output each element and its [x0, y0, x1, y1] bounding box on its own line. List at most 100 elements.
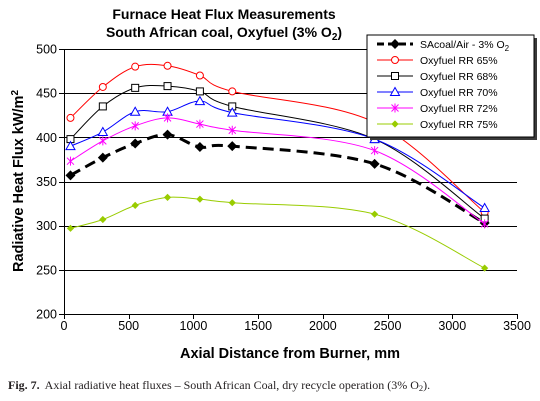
data-point-oxyfuel-rr-68-5 — [195, 87, 204, 96]
data-point-oxyfuel-rr-70-1 — [65, 140, 76, 151]
x-tick-label: 1500 — [244, 319, 272, 333]
data-point-oxyfuel-rr-75-7 — [371, 210, 379, 218]
data-point-oxyfuel-rr-65-1 — [66, 113, 75, 122]
y-tick-label: 350 — [36, 175, 57, 189]
legend-item-oxyfuel-rr-70: Oxyfuel RR 70% — [377, 86, 498, 99]
caption-subscript: 2 — [418, 383, 424, 393]
legend-marker-oxyfuel-rr-65 — [391, 56, 399, 64]
series-oxyfuel-rr-75 — [66, 193, 489, 272]
legend-marker-oxyfuel-rr-70 — [389, 86, 401, 96]
data-point-oxyfuel-rr-70-5 — [194, 95, 206, 106]
data-point-sacoal-air-3-o-6 — [227, 141, 238, 152]
x-axis-tick-labels: 0 500 1000 1500 2000 2500 3000 3500 — [61, 319, 531, 333]
legend-item-oxyfuel-rr-65: Oxyfuel RR 65% — [377, 55, 498, 67]
chart-subtitle: South African coal, Oxyfuel (3% O2) — [106, 24, 342, 43]
x-tick-label: 2500 — [374, 319, 402, 333]
chart-subtitle-text: South African coal, Oxyfuel (3% O — [106, 24, 332, 40]
data-point-oxyfuel-rr-75-1 — [66, 224, 75, 232]
x-axis-label: Axial Distance from Burner, mm — [180, 346, 400, 362]
data-point-oxyfuel-rr-70-3 — [129, 106, 141, 116]
data-point-oxyfuel-rr-68-3 — [131, 83, 140, 92]
y-tick-label: 200 — [36, 308, 57, 322]
y-axis-label-superscript: 2 — [10, 90, 21, 96]
chart-subtitle-subscript: 2 — [332, 32, 338, 43]
series-line-sacoal-air-3-o — [69, 133, 486, 225]
data-point-oxyfuel-rr-72-3 — [131, 121, 140, 131]
chart-title: Furnace Heat Flux Measurements — [112, 6, 336, 22]
y-tick-label: 300 — [36, 219, 57, 233]
data-point-oxyfuel-rr-65-2 — [98, 82, 107, 91]
data-point-oxyfuel-rr-70-8 — [479, 202, 490, 212]
legend-item-oxyfuel-rr-75: Oxyfuel RR 75% — [377, 119, 498, 131]
x-tick-label: 0 — [61, 319, 68, 333]
legend-label-oxyfuel-rr-65: Oxyfuel RR 65% — [420, 55, 498, 67]
caption-text: Axial radiative heat fluxes – South Afri… — [44, 378, 419, 392]
data-point-oxyfuel-rr-65-5 — [195, 71, 204, 80]
x-tick-label: 1000 — [180, 319, 208, 333]
legend-marker-oxyfuel-rr-68 — [391, 72, 399, 80]
legend-label-text: SAcoal/Air - 3% O — [420, 39, 505, 51]
legend-marker-sacoal-air-3-o — [390, 39, 400, 49]
data-point-oxyfuel-rr-72-8 — [480, 219, 489, 229]
series-sacoal-air-3-o — [65, 129, 490, 229]
legend-marker-oxyfuel-rr-75 — [391, 120, 399, 128]
y-tick-label: 500 — [36, 43, 57, 57]
legend-label-text: Oxyfuel RR 70% — [420, 87, 498, 99]
data-point-oxyfuel-rr-68-2 — [98, 102, 107, 111]
data-point-oxyfuel-rr-68-4 — [163, 82, 172, 91]
x-tick-label: 500 — [118, 319, 139, 333]
legend-item-oxyfuel-rr-68: Oxyfuel RR 68% — [377, 71, 498, 83]
legend-label-sacoal-air-3-o: SAcoal/Air - 3% O2 — [420, 39, 510, 53]
data-point-oxyfuel-rr-75-8 — [481, 264, 489, 272]
legend-label-text: Oxyfuel RR 68% — [420, 71, 498, 83]
legend: SAcoal/Air - 3% O2 Oxyfuel RR 65% Oxyfuel … — [366, 34, 537, 140]
y-tick-label: 250 — [36, 263, 57, 277]
legend-marker-oxyfuel-rr-72 — [391, 103, 399, 113]
legend-item-sacoal-air-3-o: SAcoal/Air - 3% O2 — [377, 39, 510, 53]
axes — [59, 49, 518, 319]
legend-label-oxyfuel-rr-70: Oxyfuel RR 70% — [420, 87, 498, 99]
data-point-oxyfuel-rr-65-6 — [228, 87, 237, 96]
legend-item-oxyfuel-rr-72: Oxyfuel RR 72% — [377, 103, 498, 115]
x-tick-label: 3000 — [438, 319, 466, 333]
data-point-sacoal-air-3-o-7 — [369, 158, 380, 169]
data-point-oxyfuel-rr-72-7 — [370, 146, 379, 156]
y-tick-label: 400 — [36, 131, 57, 145]
data-point-oxyfuel-rr-75-4 — [163, 193, 172, 201]
data-point-sacoal-air-3-o-2 — [97, 152, 108, 163]
legend-label-subscript: 2 — [505, 44, 510, 53]
legend-label-oxyfuel-rr-72: Oxyfuel RR 72% — [420, 103, 498, 115]
series-oxyfuel-rr-72 — [66, 113, 489, 229]
legend-label-text: Oxyfuel RR 75% — [420, 119, 498, 131]
data-point-oxyfuel-rr-65-4 — [163, 61, 172, 70]
y-axis-tick-labels: 200 250 300 350 400 450 500 — [36, 43, 57, 322]
figure-label: Fig. 7. — [8, 378, 40, 392]
legend-label-oxyfuel-rr-75: Oxyfuel RR 75% — [420, 119, 498, 131]
caption-end: ). — [423, 378, 431, 392]
data-point-oxyfuel-rr-72-1 — [66, 156, 75, 166]
legend-box — [366, 34, 535, 138]
series-line-oxyfuel-rr-75 — [70, 196, 485, 269]
data-point-oxyfuel-rr-65-3 — [131, 62, 140, 71]
data-point-sacoal-air-3-o-1 — [65, 170, 76, 181]
data-point-sacoal-air-3-o-3 — [130, 138, 141, 149]
x-tick-label: 2000 — [309, 319, 337, 333]
y-axis-label-text: Radiative Heat Flux kW/m — [11, 96, 27, 272]
x-tick-label: 3500 — [503, 319, 531, 333]
data-point-oxyfuel-rr-75-3 — [131, 201, 139, 209]
data-point-oxyfuel-rr-75-6 — [228, 199, 236, 207]
data-point-sacoal-air-3-o-4 — [162, 129, 173, 140]
legend-label-oxyfuel-rr-68: Oxyfuel RR 68% — [420, 71, 498, 83]
data-point-sacoal-air-3-o-5 — [194, 142, 205, 153]
legend-label-text: Oxyfuel RR 65% — [420, 55, 498, 67]
data-point-oxyfuel-rr-72-5 — [196, 119, 204, 129]
data-point-oxyfuel-rr-72-6 — [228, 125, 237, 135]
figure-caption: Fig. 7. Axial radiative heat fluxes – Sou… — [8, 378, 430, 393]
gridlines — [64, 49, 517, 271]
data-point-oxyfuel-rr-72-4 — [163, 113, 172, 123]
y-axis-label: Radiative Heat Flux kW/m2 — [10, 90, 27, 272]
chart-subtitle-end: ) — [337, 24, 342, 40]
y-tick-label: 450 — [36, 87, 57, 101]
data-point-oxyfuel-rr-70-2 — [97, 126, 109, 137]
